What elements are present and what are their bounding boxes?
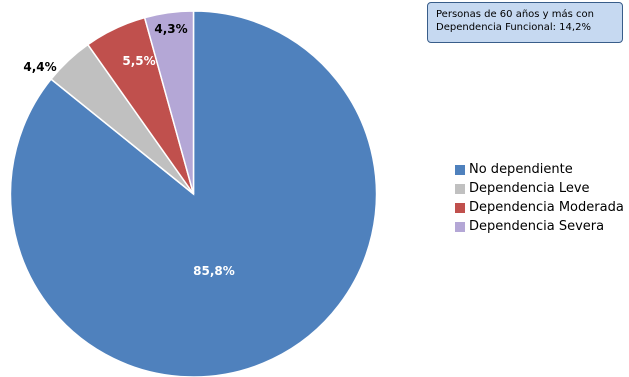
legend-swatch (455, 183, 465, 194)
chart-legend: No dependiente Dependencia Leve Dependen… (455, 160, 624, 236)
pie-data-labels: 85,8% 4,4% 5,5% 4,3% (23, 22, 234, 278)
callout-line-2: Dependencia Funcional: 14,2% (436, 22, 591, 33)
dependency-callout-box: Personas de 60 años y más con Dependenci… (427, 2, 623, 43)
legend-item-dependencia-moderada: Dependencia Moderada (455, 198, 624, 217)
legend-label: Dependencia Moderada (469, 200, 624, 215)
legend-item-no-dependiente: No dependiente (455, 160, 624, 179)
data-label-dependencia-moderada: 5,5% (122, 54, 155, 68)
legend-swatch (455, 164, 465, 175)
pie-slices (9, 10, 378, 377)
legend-item-dependencia-severa: Dependencia Severa (455, 217, 624, 236)
legend-label: Dependencia Leve (469, 181, 590, 196)
data-label-dependencia-leve: 4,4% (23, 60, 56, 74)
legend-label: Dependencia Severa (469, 219, 605, 234)
legend-label: No dependiente (469, 162, 573, 177)
callout-line-1: Personas de 60 años y más con (436, 9, 594, 20)
legend-swatch (455, 202, 465, 213)
legend-swatch (455, 221, 465, 232)
data-label-dependencia-severa: 4,3% (154, 22, 187, 36)
data-label-no-dependiente: 85,8% (193, 264, 235, 278)
legend-item-dependencia-leve: Dependencia Leve (455, 179, 624, 198)
slice-dependencia-severa (143, 10, 195, 195)
